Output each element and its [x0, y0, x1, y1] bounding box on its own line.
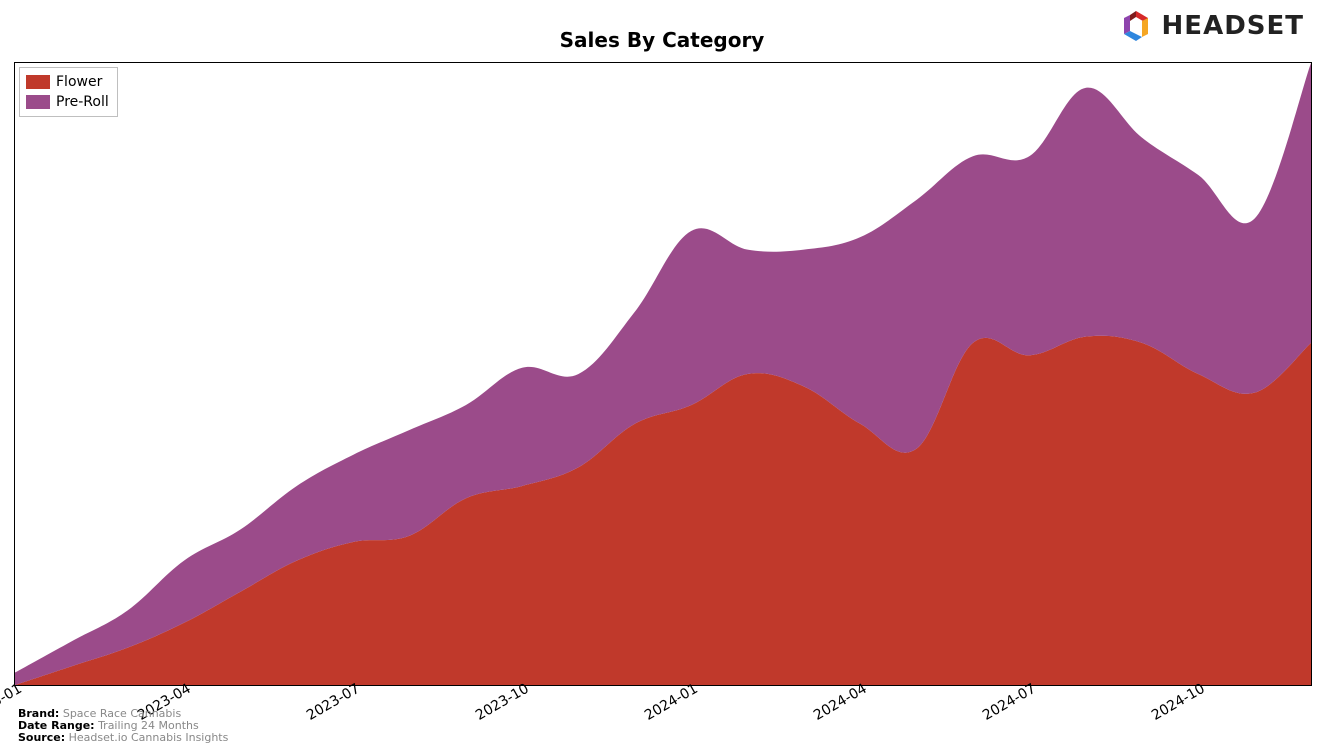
headset-logo: HEADSET [1118, 8, 1304, 44]
x-tick-label: 2024-07 [980, 681, 1039, 724]
x-tick-label: 2024-01 [642, 681, 701, 724]
chart-annotations: Brand: Space Race Cannabis Date Range: T… [18, 708, 228, 744]
x-tick-label: 2024-04 [811, 681, 870, 724]
x-tick-label: 2023-07 [304, 681, 363, 724]
legend-swatch [26, 75, 50, 89]
legend: FlowerPre-Roll [19, 67, 118, 117]
chart-container: Sales By Category HEADSET FlowerPre-Roll… [0, 0, 1324, 747]
legend-item-pre-roll: Pre-Roll [26, 92, 109, 112]
headset-logo-icon [1118, 8, 1154, 44]
legend-item-flower: Flower [26, 72, 109, 92]
legend-label: Pre-Roll [56, 92, 109, 112]
legend-label: Flower [56, 72, 102, 92]
legend-swatch [26, 95, 50, 109]
x-tick-label: 2024-10 [1149, 681, 1208, 724]
annotation-source: Source: Headset.io Cannabis Insights [18, 732, 228, 744]
area-chart-svg [15, 63, 1311, 685]
plot-area: FlowerPre-Roll [14, 62, 1312, 686]
x-tick-label: 2023-10 [473, 681, 532, 724]
headset-logo-text: HEADSET [1162, 11, 1304, 41]
